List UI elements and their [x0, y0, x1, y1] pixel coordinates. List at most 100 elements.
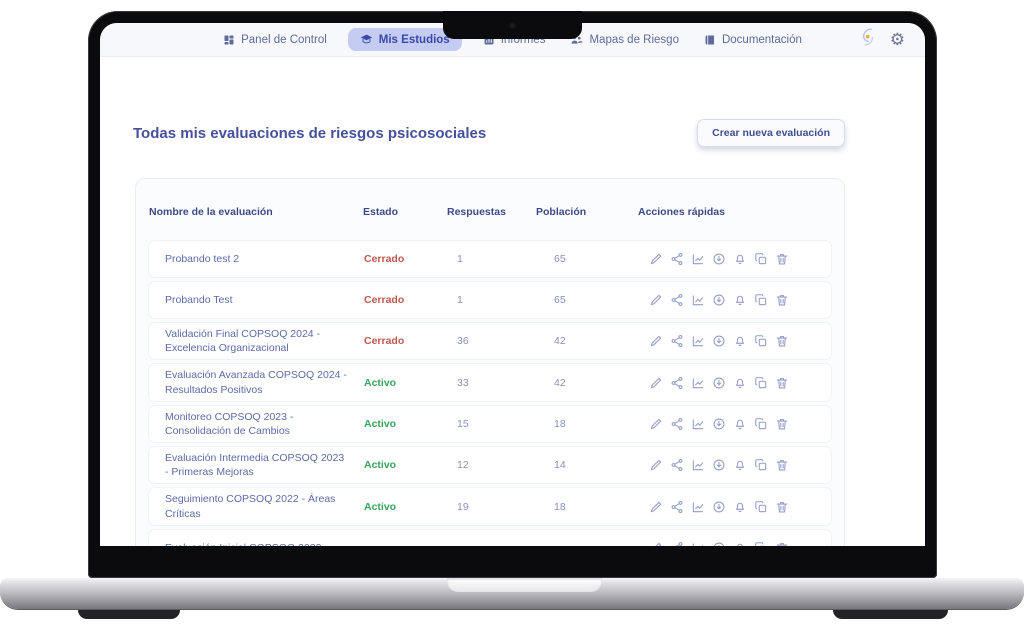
- row-name: Seguimiento COPSOQ 2022 - Áreas Críticas: [165, 493, 336, 520]
- share-icon[interactable]: [670, 334, 684, 348]
- gear-icon[interactable]: ⚙: [889, 30, 905, 49]
- stats-icon[interactable]: [691, 252, 705, 266]
- copy-icon[interactable]: [754, 500, 768, 514]
- row-responses: 36: [457, 335, 469, 348]
- quick-actions: [649, 334, 831, 348]
- bell-icon[interactable]: [733, 293, 747, 307]
- table-row[interactable]: Seguimiento COPSOQ 2022 - Áreas Críticas…: [148, 487, 832, 526]
- bell-icon[interactable]: [733, 500, 747, 514]
- copy-icon[interactable]: [754, 541, 768, 546]
- download-icon[interactable]: [712, 417, 726, 431]
- download-icon[interactable]: [712, 500, 726, 514]
- stats-icon[interactable]: [691, 376, 705, 390]
- table-row[interactable]: Probando test 2 Cerrado 1 65: [148, 240, 832, 278]
- quick-actions: [649, 417, 831, 431]
- trash-icon[interactable]: [775, 541, 789, 546]
- trash-icon[interactable]: [775, 458, 789, 472]
- row-name: Monitoreo COPSOQ 2023 - Consolidación de…: [165, 410, 294, 437]
- trash-icon[interactable]: [775, 417, 789, 431]
- create-evaluation-button[interactable]: Crear nueva evaluación: [697, 119, 845, 147]
- trash-icon[interactable]: [775, 293, 789, 307]
- copy-icon[interactable]: [754, 458, 768, 472]
- edit-icon[interactable]: [649, 376, 663, 390]
- stats-icon[interactable]: [691, 541, 705, 546]
- laptop-screen: Panel de Control Mis Estudios Informes M…: [88, 11, 937, 578]
- app-window: Panel de Control Mis Estudios Informes M…: [100, 23, 925, 546]
- download-icon[interactable]: [712, 376, 726, 390]
- download-icon[interactable]: [712, 541, 726, 546]
- bell-icon[interactable]: [733, 458, 747, 472]
- table-row[interactable]: Monitoreo COPSOQ 2023 - Consolidación de…: [148, 404, 832, 444]
- table-row[interactable]: Evaluación Intermedia COPSOQ 2023 - Prim…: [148, 446, 832, 485]
- quick-actions: [649, 252, 831, 266]
- edit-icon[interactable]: [649, 417, 663, 431]
- lid-scoop: [447, 578, 602, 592]
- trash-icon[interactable]: [775, 500, 789, 514]
- copy-icon[interactable]: [754, 334, 768, 348]
- column-header-responses: Respuestas: [447, 206, 506, 218]
- edit-icon[interactable]: [649, 500, 663, 514]
- nav-label: Documentación: [721, 33, 802, 46]
- nav-label: Mapas de Riesgo: [589, 33, 679, 46]
- row-population: 42: [554, 335, 566, 348]
- status-badge: Activo: [364, 459, 397, 472]
- table-row[interactable]: Validación Final COPSOQ 2024 - Excelenci…: [148, 322, 832, 361]
- share-icon[interactable]: [670, 541, 684, 546]
- table-row[interactable]: Evaluación Inicial COPSOQ 2022: [148, 528, 832, 546]
- trash-icon[interactable]: [775, 376, 789, 390]
- bell-icon[interactable]: [733, 376, 747, 390]
- column-header-population: Población: [536, 206, 587, 218]
- trash-icon[interactable]: [775, 334, 789, 348]
- row-name: Evaluación Avanzada COPSOQ 2024 - Result…: [165, 369, 347, 396]
- nav-item-panel-de-control[interactable]: Panel de Control: [219, 29, 331, 51]
- share-icon[interactable]: [670, 417, 684, 431]
- download-icon[interactable]: [712, 458, 726, 472]
- share-icon[interactable]: [670, 293, 684, 307]
- spiral-logo-icon: [857, 26, 879, 53]
- nav-item-mis-estudios[interactable]: Mis Estudios: [347, 28, 462, 51]
- edit-icon[interactable]: [649, 458, 663, 472]
- edit-icon[interactable]: [649, 252, 663, 266]
- dashboard-icon: [223, 34, 235, 46]
- stats-icon[interactable]: [691, 293, 705, 307]
- share-icon[interactable]: [670, 500, 684, 514]
- edit-icon[interactable]: [649, 541, 663, 546]
- nav-item-documentacion[interactable]: Documentación: [700, 29, 806, 51]
- table-row[interactable]: Probando Test Cerrado 1 65: [148, 281, 832, 319]
- laptop-base: [0, 578, 1024, 609]
- stats-icon[interactable]: [691, 417, 705, 431]
- stats-icon[interactable]: [691, 334, 705, 348]
- row-population: 42: [554, 376, 566, 389]
- row-responses: 1: [457, 294, 463, 306]
- page-header: Todas mis evaluaciones de riesgos psicos…: [100, 119, 925, 147]
- copy-icon[interactable]: [754, 376, 768, 390]
- status-badge: Cerrado: [364, 335, 405, 348]
- trash-icon[interactable]: [775, 252, 789, 266]
- copy-icon[interactable]: [754, 293, 768, 307]
- stats-icon[interactable]: [691, 500, 705, 514]
- quick-actions: [649, 376, 831, 390]
- quick-actions: [649, 458, 831, 472]
- download-icon[interactable]: [712, 252, 726, 266]
- bell-icon[interactable]: [733, 334, 747, 348]
- download-icon[interactable]: [712, 293, 726, 307]
- nav-item-mapas-de-riesgo[interactable]: Mapas de Riesgo: [566, 28, 683, 51]
- bell-icon[interactable]: [733, 541, 747, 546]
- edit-icon[interactable]: [649, 334, 663, 348]
- download-icon[interactable]: [712, 334, 726, 348]
- share-icon[interactable]: [670, 458, 684, 472]
- bell-icon[interactable]: [733, 417, 747, 431]
- row-population: 18: [554, 500, 566, 513]
- copy-icon[interactable]: [754, 252, 768, 266]
- share-icon[interactable]: [670, 376, 684, 390]
- table-row[interactable]: Evaluación Avanzada COPSOQ 2024 - Result…: [148, 363, 832, 402]
- stats-icon[interactable]: [691, 458, 705, 472]
- evaluations-table: Nombre de la evaluación Estado Respuesta…: [135, 178, 845, 546]
- bell-icon[interactable]: [733, 252, 747, 266]
- copy-icon[interactable]: [754, 417, 768, 431]
- edit-icon[interactable]: [649, 293, 663, 307]
- status-badge: Activo: [364, 500, 397, 513]
- share-icon[interactable]: [670, 252, 684, 266]
- nav-label: Panel de Control: [241, 33, 327, 46]
